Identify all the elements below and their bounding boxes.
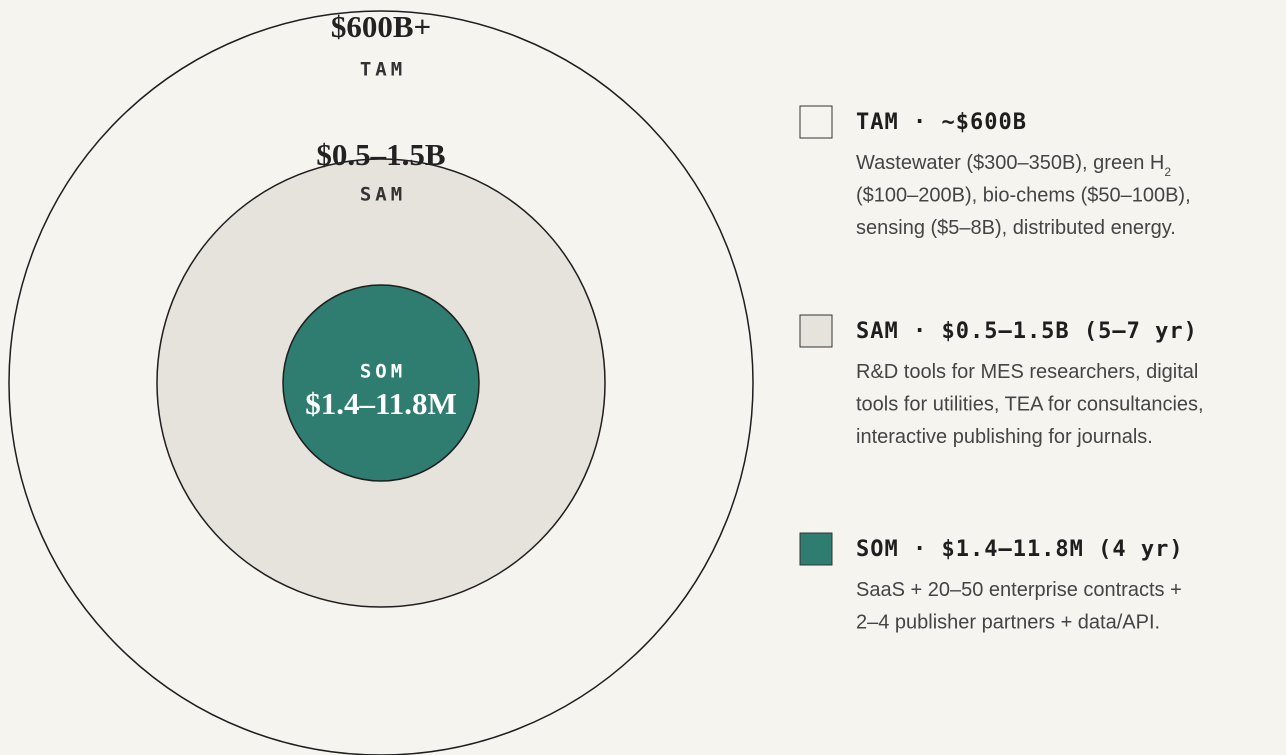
legend-swatch [799,314,833,348]
legend-description: sensing ($5–8B), distributed energy. [856,217,1176,239]
legend-title: SOM · $1.4–11.8M (4 yr) [856,537,1184,562]
description-text: 2–4 publisher partners + data/API. [856,612,1160,634]
legend-description: 2–4 publisher partners + data/API. [856,612,1160,634]
subscript: 2 [1164,165,1171,179]
legend-description: Wastewater ($300–350B), green H2 [856,152,1171,179]
legend-swatch [799,532,833,566]
legend-title: TAM · ~$600B [856,110,1027,135]
description-text: interactive publishing for journals. [856,426,1153,448]
description-text: ($100–200B), bio-chems ($50–100B), [856,185,1191,207]
description-text: tools for utilities, TEA for consultanci… [856,394,1204,416]
circle-value: $600B+ [331,9,431,44]
circle-label: TAM [360,59,406,81]
legend-title: SAM · $0.5–1.5B (5–7 yr) [856,319,1198,344]
legend-description: SaaS + 20–50 enterprise contracts + [856,579,1182,601]
circle-label: SAM [360,184,406,206]
description-text: R&D tools for MES researchers, digital [856,361,1198,383]
circle-value: $0.5–1.5B [316,137,445,172]
circle-value: $1.4–11.8M [305,386,457,421]
description-text: Wastewater ($300–350B), green H [856,152,1164,174]
legend-description: R&D tools for MES researchers, digital [856,361,1198,383]
circle-som [282,284,480,482]
legend-description: tools for utilities, TEA for consultanci… [856,394,1204,416]
circle-label: SOM [360,361,406,383]
legend-description: ($100–200B), bio-chems ($50–100B), [856,185,1191,207]
legend-swatch [799,105,833,139]
description-text: sensing ($5–8B), distributed energy. [856,217,1176,239]
legend-description: interactive publishing for journals. [856,426,1153,448]
description-text: SaaS + 20–50 enterprise contracts + [856,579,1182,601]
